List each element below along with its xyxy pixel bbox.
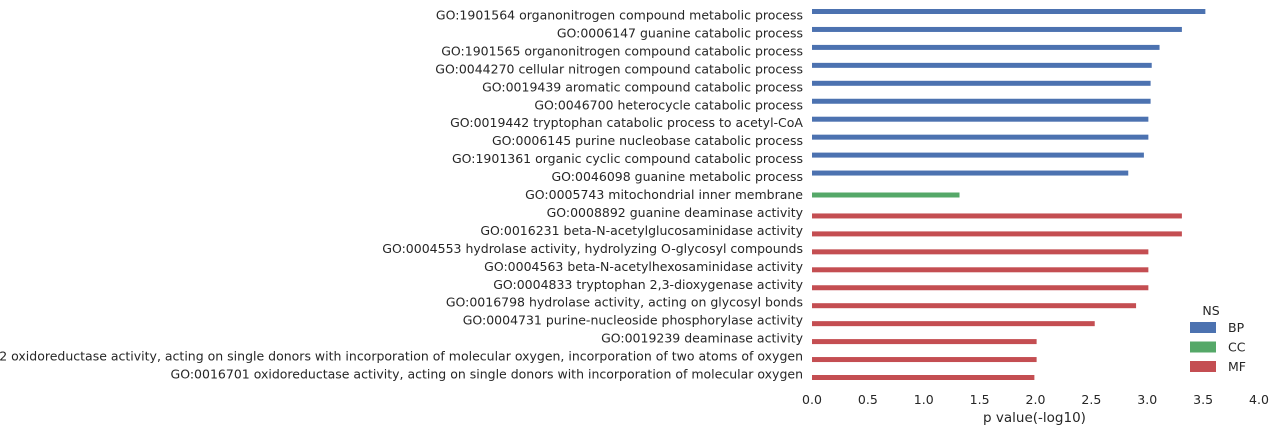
- category-label: GO:0019439 aromatic compound catabolic p…: [482, 79, 803, 94]
- x-tick-label: 2.0: [1026, 392, 1046, 407]
- category-label: GO:1901564 organonitrogen compound metab…: [436, 8, 803, 23]
- category-label: GO:0019239 deaminase activity: [601, 331, 804, 346]
- x-tick-label: 3.0: [1137, 392, 1157, 407]
- category-label: GO:0006147 guanine catabolic process: [557, 25, 803, 40]
- bar-bp: [812, 134, 1149, 140]
- bar-mf: [812, 321, 1095, 327]
- bar-mf: [812, 267, 1149, 273]
- legend-label-bp: BP: [1228, 320, 1245, 335]
- bar-bp: [812, 26, 1182, 32]
- category-label: GO:0046098 guanine metabolic process: [552, 169, 804, 184]
- x-axis-ticks: 0.0 0.5 1.0 1.5 2.0 2.5 3.0 3.5 4.0: [802, 392, 1269, 407]
- bar-mf: [812, 303, 1137, 309]
- category-label: GO:0019442 tryptophan catabolic process …: [450, 115, 803, 130]
- bar-mf: [812, 249, 1149, 255]
- category-label: GO:0044270 cellular nitrogen compound ca…: [435, 61, 803, 76]
- bar-bp: [812, 98, 1151, 104]
- bars: [812, 9, 1206, 380]
- bar-bp: [812, 152, 1144, 158]
- category-label: GO:0005743 mitochondrial inner membrane: [525, 187, 803, 202]
- category-label: GO:0016701 oxidoreductase activity, acti…: [171, 367, 803, 382]
- bar-mf: [812, 339, 1037, 345]
- bar-mf: [812, 375, 1035, 380]
- bar-bp: [812, 170, 1129, 176]
- x-tick-label: 1.5: [970, 392, 990, 407]
- x-tick-label: 0.0: [802, 392, 822, 407]
- category-label: GO:0016231 beta-N-acetylglucosaminidase …: [480, 223, 803, 238]
- bar-bp: [812, 116, 1149, 122]
- bar-bp: [812, 44, 1160, 50]
- legend-title: NS: [1202, 303, 1219, 318]
- bar-cc: [812, 192, 960, 198]
- category-label: GO:0004563 beta-N-acetylhexosaminidase a…: [484, 259, 803, 274]
- bar-mf: [812, 231, 1182, 237]
- legend: NS BP CC MF: [1190, 303, 1246, 374]
- category-label: GO:0016702 oxidoreductase activity, acti…: [0, 349, 803, 364]
- x-tick-label: 3.5: [1193, 392, 1213, 407]
- bar-mf: [812, 285, 1149, 291]
- bar-mf: [812, 213, 1182, 219]
- category-label: GO:0046700 heterocycle catabolic process: [534, 97, 803, 112]
- x-tick-label: 4.0: [1249, 392, 1269, 407]
- legend-swatch-bp: [1190, 322, 1216, 333]
- category-label: GO:0016798 hydrolase activity, acting on…: [446, 295, 803, 310]
- x-tick-label: 0.5: [858, 392, 878, 407]
- category-label: GO:0006145 purine nucleobase catabolic p…: [492, 133, 803, 148]
- category-labels: GO:1901564 organonitrogen compound metab…: [0, 8, 804, 382]
- category-label: GO:0004553 hydrolase activity, hydrolyzi…: [382, 241, 803, 256]
- bar-bp: [812, 62, 1152, 68]
- legend-swatch-mf: [1190, 361, 1216, 372]
- legend-label-cc: CC: [1228, 340, 1246, 355]
- category-label: GO:1901361 organic cyclic compound catab…: [452, 151, 803, 166]
- x-tick-label: 2.5: [1081, 392, 1101, 407]
- x-tick-label: 1.0: [914, 392, 934, 407]
- category-label: GO:0008892 guanine deaminase activity: [547, 205, 804, 220]
- category-label: GO:0004833 tryptophan 2,3-dioxygenase ac…: [493, 277, 803, 292]
- category-label: GO:1901565 organonitrogen compound catab…: [441, 43, 803, 58]
- category-label: GO:0004731 purine-nucleoside phosphoryla…: [463, 313, 804, 328]
- bar-mf: [812, 357, 1037, 363]
- bar-bp: [812, 9, 1206, 14]
- legend-label-mf: MF: [1228, 359, 1246, 374]
- legend-swatch-cc: [1190, 341, 1216, 353]
- bar-bp: [812, 80, 1151, 86]
- x-axis-label: p value(-log10): [983, 410, 1086, 426]
